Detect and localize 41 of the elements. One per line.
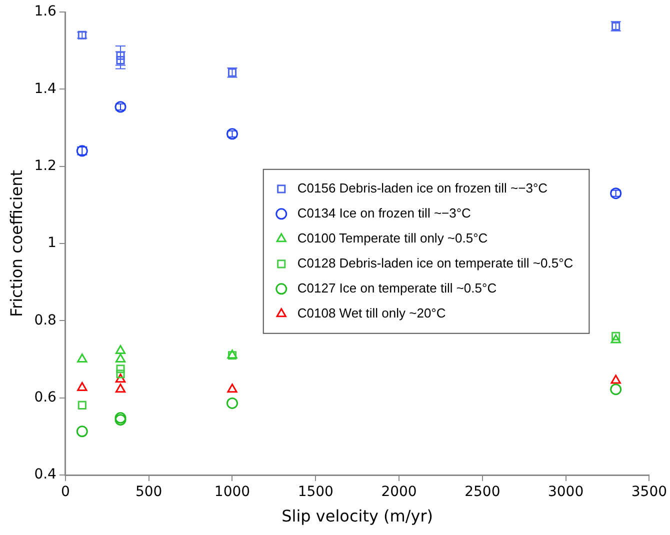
point bbox=[610, 188, 622, 200]
x-tick-label: 3500 bbox=[631, 484, 668, 500]
point bbox=[116, 370, 125, 378]
point bbox=[612, 332, 620, 340]
point bbox=[610, 384, 622, 396]
point bbox=[227, 384, 238, 393]
x-tick-label: 1500 bbox=[298, 484, 334, 500]
y-tick-label: 1 bbox=[48, 235, 56, 252]
point bbox=[77, 354, 88, 362]
legend-label: C0108 Wet till only ~20°C bbox=[297, 306, 446, 320]
x-tick-label: 1000 bbox=[214, 484, 250, 500]
y-tick-label: 1.2 bbox=[34, 158, 56, 174]
point bbox=[76, 426, 88, 438]
point bbox=[115, 374, 126, 383]
y-tick-label: 1.4 bbox=[34, 80, 57, 97]
y-tick-label: 0.8 bbox=[34, 312, 56, 328]
x-axis-title: Slip velocity (m/yr) bbox=[282, 506, 434, 526]
legend-label: C0134 Ice on frozen till ~−3°C bbox=[297, 206, 471, 220]
point bbox=[114, 101, 126, 113]
x-tick-label: 2500 bbox=[464, 484, 500, 500]
point bbox=[115, 354, 126, 362]
point bbox=[115, 345, 126, 354]
y-tick-label: 1.6 bbox=[34, 4, 57, 20]
point bbox=[610, 334, 621, 344]
point bbox=[78, 400, 86, 410]
point bbox=[116, 364, 125, 374]
legend-label: C0100 Temperate till only ~0.5°C bbox=[297, 230, 488, 246]
point bbox=[226, 397, 238, 409]
legend-label: C0127 Ice on temperate till ~0.5°C bbox=[297, 280, 497, 296]
point bbox=[115, 384, 126, 393]
point bbox=[77, 382, 88, 392]
x-tick-label: 0 bbox=[61, 484, 70, 500]
y-axis-title: Friction coefficient bbox=[6, 170, 26, 317]
y-tick-label: 0.4 bbox=[34, 466, 57, 483]
point bbox=[610, 374, 621, 384]
y-tick-label: 0.6 bbox=[34, 389, 57, 406]
legend-label: C0156 Debris-laden ice on frozen till ~−3°C bbox=[297, 180, 548, 196]
x-tick-label: 3000 bbox=[548, 484, 584, 500]
x-tick-label: 500 bbox=[135, 484, 162, 500]
legend-label: C0128 Debris-laden ice on temperate till ~0.5°C bbox=[297, 256, 574, 270]
x-tick-label: 2000 bbox=[381, 484, 417, 500]
